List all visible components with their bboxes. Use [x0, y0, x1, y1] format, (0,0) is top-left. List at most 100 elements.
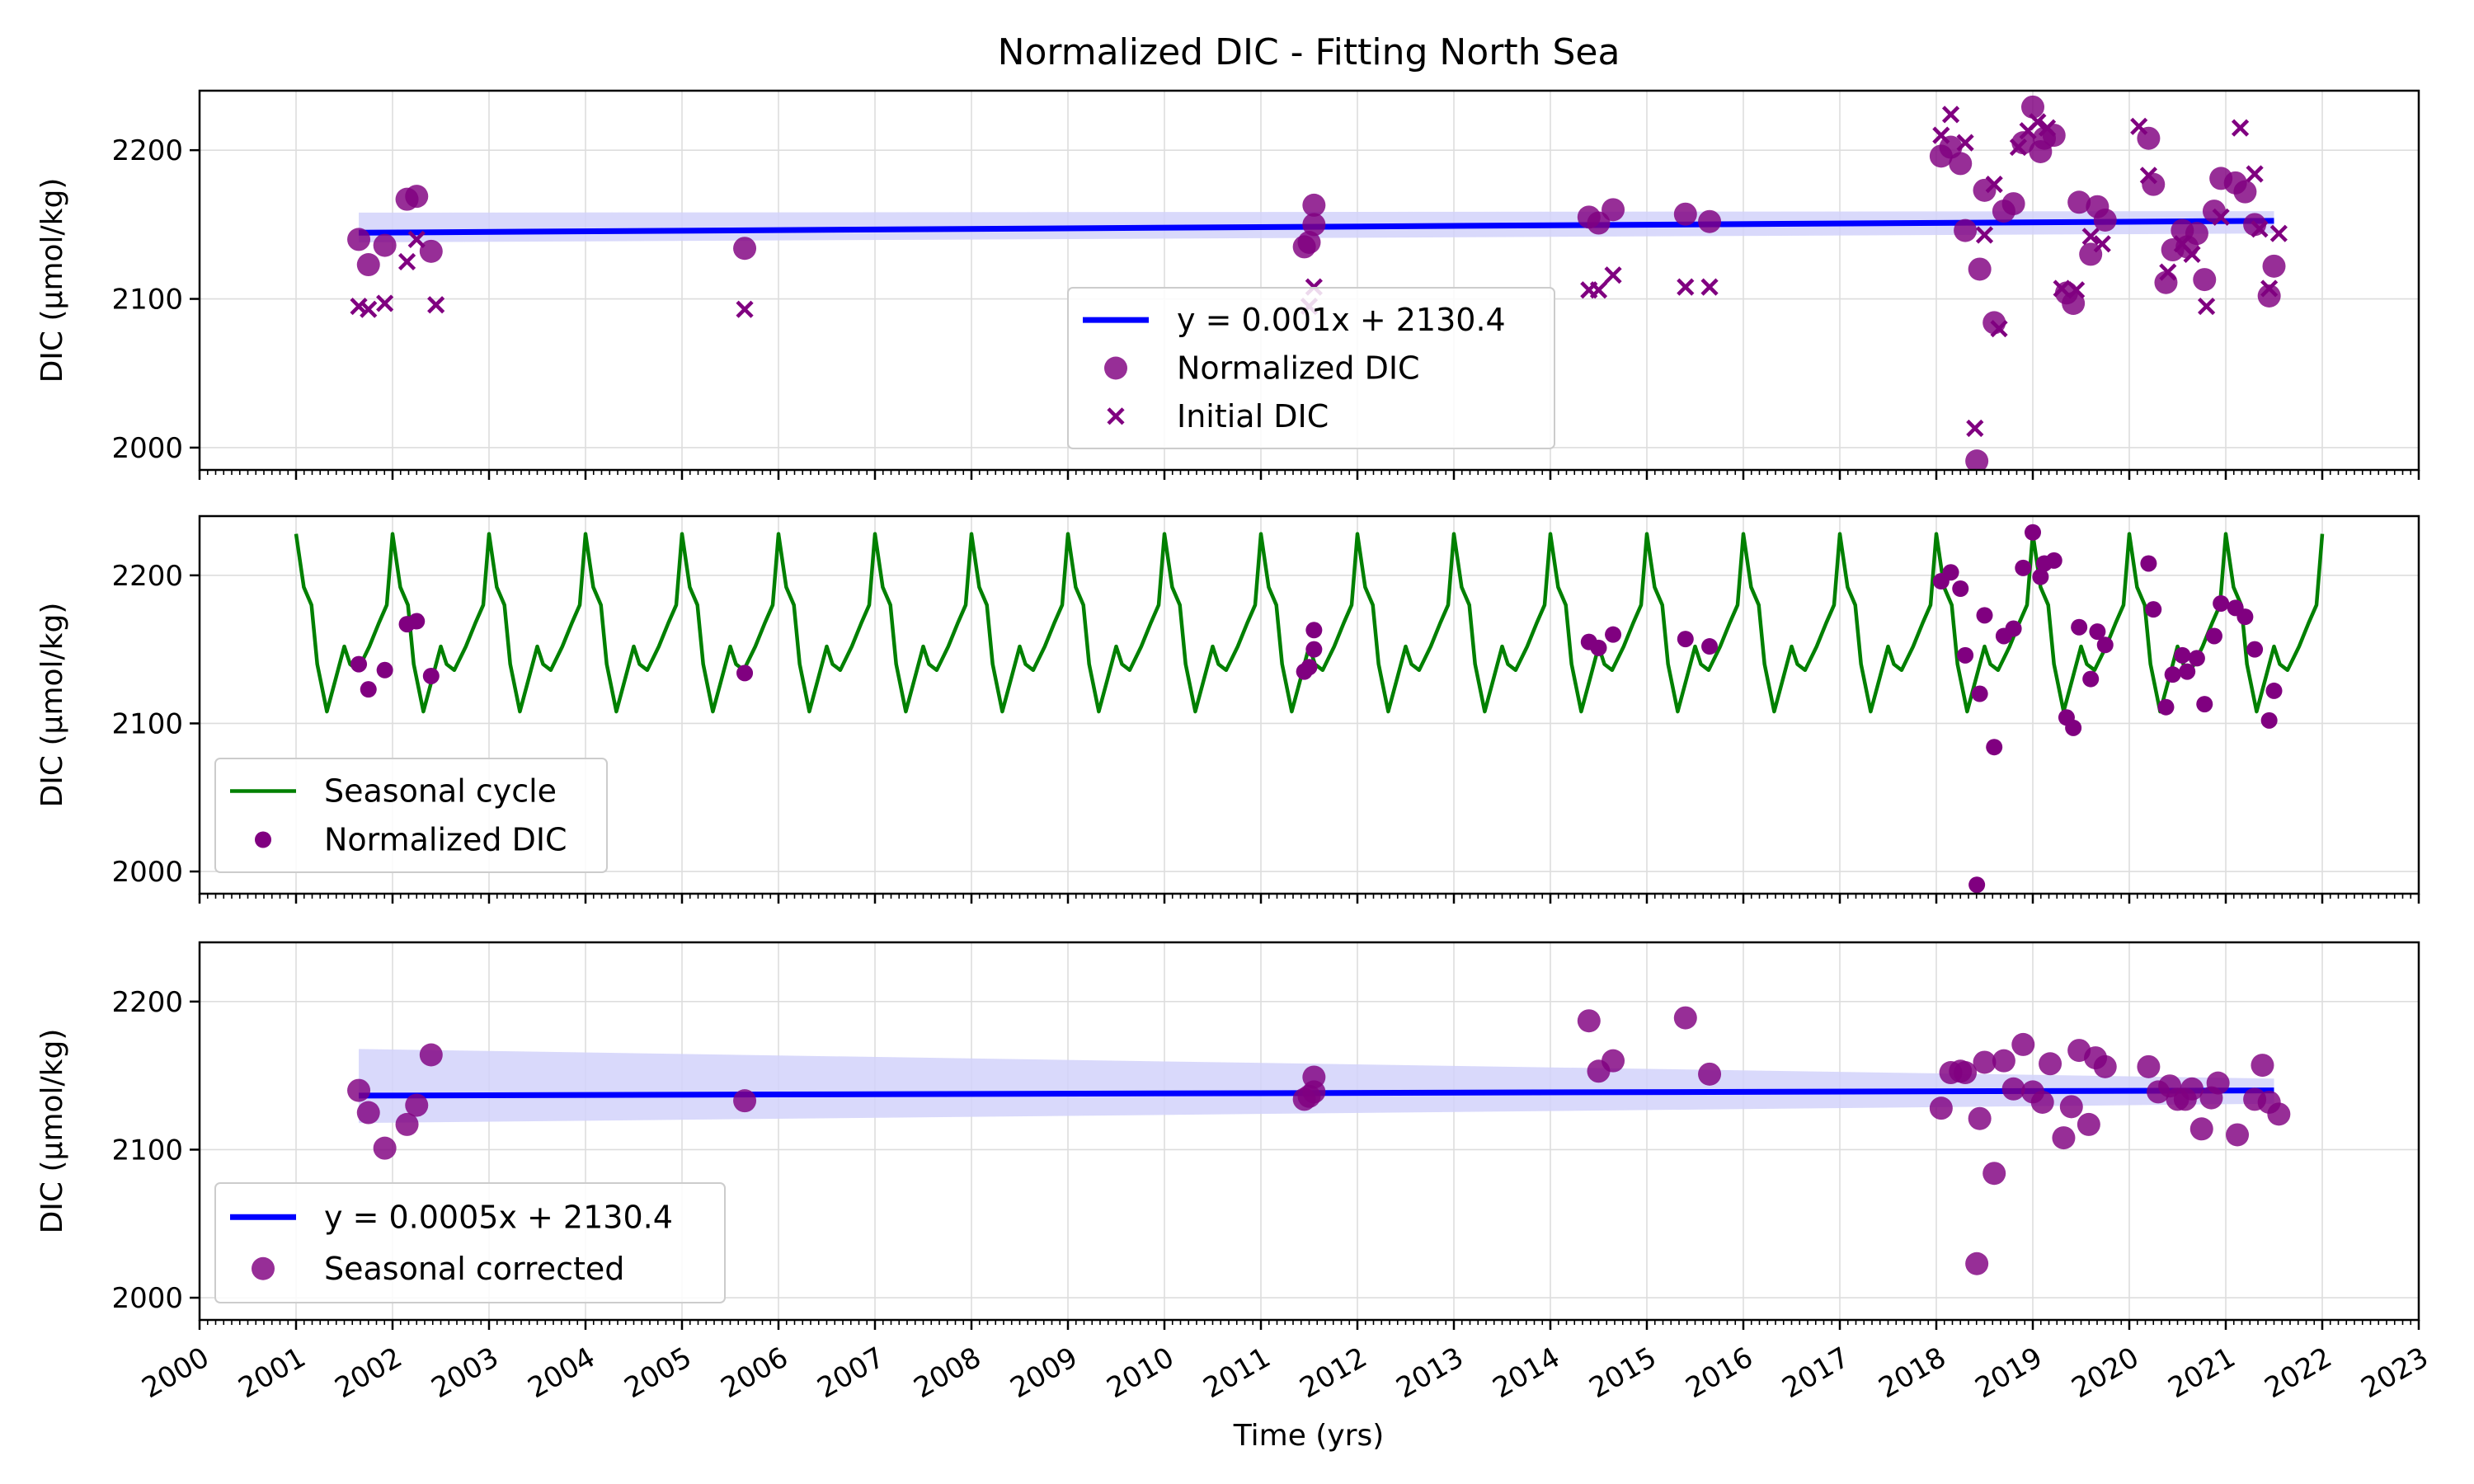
data-point-x-stroke [2029, 113, 2047, 131]
data-point-x [1677, 278, 1695, 296]
data-point-circle [1302, 193, 1326, 217]
data-point-dot [350, 655, 368, 673]
data-point-x [2130, 117, 2148, 135]
data-point-dot [1957, 646, 1974, 664]
data-point-circle [1297, 231, 1321, 254]
data-point-circle [356, 1101, 380, 1125]
legend-label: Seasonal cycle [324, 773, 557, 810]
data-point-dot [2065, 719, 2082, 736]
data-point-circle [1973, 178, 1997, 202]
data-point-x-stroke [2009, 138, 2028, 157]
data-point-circle [1587, 211, 1611, 235]
data-point-circle [419, 1043, 443, 1067]
data-point-x-stroke [2212, 208, 2230, 226]
panel-seasonal-cycle: 2000 2100 2200 DIC (µmol/kg) Seasonal cycle N… [35, 514, 2420, 904]
data-point-x [2269, 224, 2288, 242]
legend-circle-swatch [1104, 356, 1127, 380]
data-point-x-stroke [376, 294, 394, 312]
data-point-x-stroke [1985, 176, 2003, 194]
data-point-circle [733, 1089, 757, 1113]
data-point-circle [2059, 1095, 2083, 1119]
data-point-dot [2246, 641, 2264, 658]
data-point-x [1941, 106, 1960, 124]
legend-label: y = 0.001x + 2130.4 [1177, 302, 1506, 338]
legend-label: y = 0.0005x + 2130.4 [324, 1199, 673, 1235]
data-point-dot [2005, 620, 2022, 637]
data-point-x-stroke [1966, 419, 1984, 438]
data-point-x-stroke [350, 297, 368, 316]
legend-box [214, 1182, 726, 1303]
panel-initial-vs-normalized: 2000 2100 2200 DIC (µmol/kg) y = 0.001x + 21… [35, 89, 2420, 480]
data-point-dot [2164, 666, 2181, 683]
data-point-circle [2251, 1054, 2274, 1078]
data-point-x [2081, 228, 2100, 246]
data-point-circle [2001, 192, 2025, 216]
data-point-dot [1300, 659, 1318, 676]
y-tick-label: 2200 [111, 560, 183, 593]
data-point-dot [1677, 631, 1694, 648]
plot-content [294, 524, 2325, 894]
data-point-circle [1949, 152, 1973, 176]
data-point-circle [2257, 284, 2281, 308]
data-point-circle [733, 237, 757, 261]
data-point-x-stroke [2139, 167, 2157, 185]
data-point-circle [1698, 209, 1722, 233]
y-tick-label: 2100 [111, 284, 183, 317]
y-tick-label: 2100 [111, 1134, 183, 1167]
data-point-dot [376, 661, 393, 679]
data-point-dot [2196, 696, 2213, 713]
data-point-circle [1982, 1162, 2006, 1186]
data-point-dot [2236, 608, 2254, 626]
data-point-x [2067, 281, 2086, 299]
data-point-dot [360, 681, 377, 698]
data-point-x-stroke [2173, 235, 2191, 253]
data-point-x [2139, 167, 2157, 185]
data-point-x [1700, 278, 1719, 296]
data-point-dot [2188, 650, 2205, 667]
data-point-circle [1302, 1065, 1326, 1089]
data-point-circle [1698, 1062, 1722, 1086]
data-point-circle [373, 1136, 397, 1160]
legend-x-swatch [1107, 407, 1125, 425]
data-point-x-stroke [2198, 297, 2216, 316]
data-point-dot [2015, 559, 2032, 576]
data-point-dot [2025, 524, 2041, 541]
data-point-x [427, 296, 445, 314]
data-point-x-stroke [2159, 263, 2177, 281]
data-point-circle [1965, 449, 1989, 470]
data-point-circle [2267, 1102, 2291, 1126]
y-tick-label: 2200 [111, 134, 183, 167]
data-point-circle [2062, 291, 2086, 315]
data-point-circle [1673, 1006, 1697, 1030]
data-point-circle [2093, 208, 2117, 232]
data-point-circle [1673, 202, 1697, 226]
data-point-x-stroke [2053, 279, 2071, 298]
data-point-x [1975, 226, 1994, 244]
data-point-x-stroke [427, 296, 445, 314]
data-point-dot [2071, 618, 2088, 636]
data-point-dot [2174, 646, 2191, 664]
legend: Seasonal cycle Normalized DIC [214, 758, 608, 873]
data-point-circle [1992, 1049, 2015, 1073]
data-point-dot [2082, 670, 2100, 688]
data-point-dot [2145, 601, 2162, 618]
data-point-x-stroke [2246, 165, 2264, 183]
figure-title: Normalized DIC - Fitting North Sea [998, 31, 1620, 73]
data-point-dot [1986, 739, 2003, 756]
data-point-circle [2067, 190, 2091, 214]
data-point-dot [2179, 663, 2196, 680]
data-point-x-stroke [1589, 281, 1608, 299]
data-point-x-stroke [2231, 119, 2250, 137]
data-point-dot [2205, 627, 2222, 645]
data-point-x [397, 252, 416, 271]
data-point-x [1990, 320, 2008, 338]
data-point-x [1932, 126, 1950, 144]
data-point-circle [1929, 1097, 1953, 1120]
data-point-x-stroke [2093, 235, 2111, 253]
legend-label: Seasonal corrected [324, 1251, 624, 1287]
data-point-circle [2180, 1077, 2204, 1101]
data-point-circle [2137, 1054, 2161, 1078]
data-point-circle [2011, 1032, 2035, 1056]
data-point-circle [1973, 1050, 1997, 1074]
data-point-x-stroke [397, 252, 416, 271]
